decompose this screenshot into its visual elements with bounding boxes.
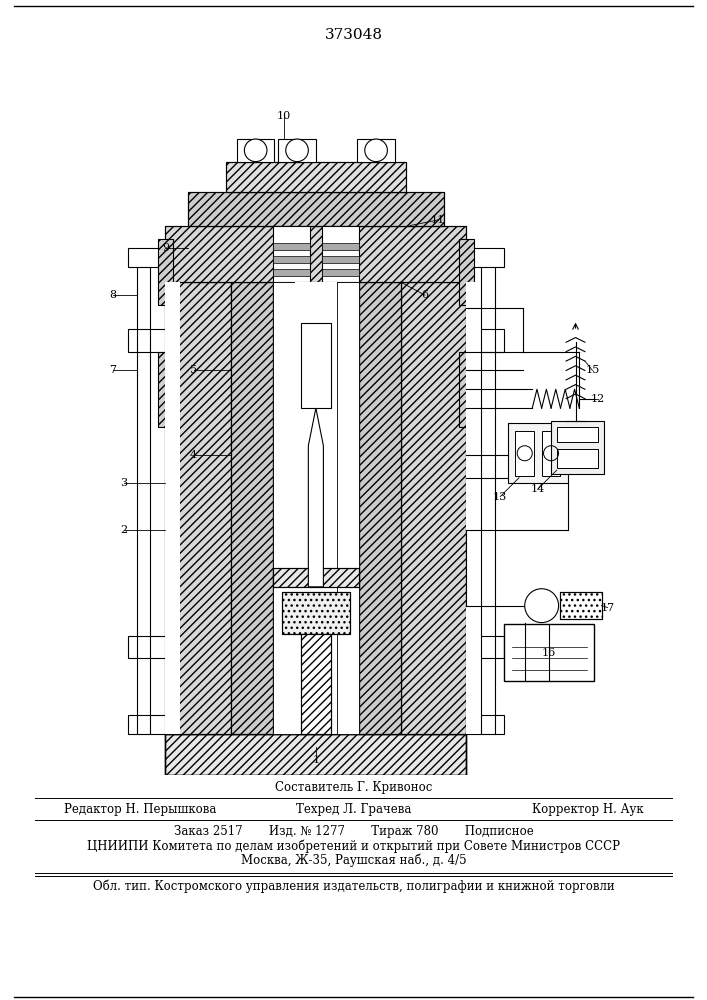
Bar bbox=[357, 139, 395, 162]
Circle shape bbox=[525, 589, 559, 623]
Bar bbox=[165, 226, 467, 282]
Text: 1: 1 bbox=[312, 755, 320, 765]
Bar bbox=[282, 592, 350, 634]
Text: 373048: 373048 bbox=[325, 28, 382, 42]
Text: 13: 13 bbox=[493, 492, 508, 502]
Bar bbox=[561, 592, 602, 619]
Circle shape bbox=[286, 139, 308, 162]
Text: 7: 7 bbox=[109, 365, 116, 375]
Bar bbox=[551, 421, 604, 474]
Circle shape bbox=[245, 139, 267, 162]
Bar bbox=[273, 568, 359, 587]
Bar bbox=[128, 329, 165, 352]
Bar bbox=[459, 352, 474, 427]
Bar bbox=[467, 282, 481, 734]
Circle shape bbox=[365, 139, 387, 162]
Bar bbox=[165, 282, 231, 734]
Bar bbox=[226, 162, 407, 192]
Text: Заказ 2517       Изд. № 1277       Тираж 780       Подписное: Заказ 2517 Изд. № 1277 Тираж 780 Подписн… bbox=[174, 826, 533, 838]
Text: 2: 2 bbox=[120, 525, 127, 535]
Bar bbox=[467, 636, 504, 658]
Bar bbox=[300, 634, 331, 734]
Bar bbox=[504, 624, 595, 681]
Text: 3: 3 bbox=[120, 478, 127, 488]
Bar bbox=[273, 226, 310, 282]
Bar bbox=[273, 282, 295, 734]
Bar bbox=[273, 568, 359, 587]
Text: 17: 17 bbox=[600, 603, 614, 613]
Text: Техред Л. Грачева: Техред Л. Грачева bbox=[296, 802, 411, 816]
Bar bbox=[279, 139, 316, 162]
Bar bbox=[467, 329, 504, 352]
Bar bbox=[128, 636, 165, 658]
Bar bbox=[556, 427, 598, 442]
Text: 4: 4 bbox=[190, 450, 197, 460]
Bar bbox=[556, 449, 598, 468]
Text: 6: 6 bbox=[421, 290, 428, 300]
Bar bbox=[508, 423, 568, 483]
Text: 9: 9 bbox=[162, 243, 169, 253]
Bar bbox=[128, 248, 165, 267]
Bar bbox=[237, 139, 274, 162]
Bar bbox=[273, 282, 359, 734]
Bar bbox=[359, 282, 401, 734]
Text: ЦНИИПИ Комитета по делам изобретений и открытий при Совете Министров СССР: ЦНИИПИ Комитета по делам изобретений и о… bbox=[87, 839, 620, 853]
Bar bbox=[273, 243, 310, 250]
Bar bbox=[282, 592, 350, 634]
Text: 11: 11 bbox=[431, 215, 445, 225]
Bar bbox=[361, 839, 391, 854]
Bar bbox=[188, 192, 444, 226]
Bar bbox=[295, 282, 337, 734]
Bar bbox=[401, 282, 467, 734]
Bar bbox=[279, 784, 354, 831]
Text: 15: 15 bbox=[585, 365, 600, 375]
Polygon shape bbox=[308, 408, 323, 587]
Bar bbox=[542, 431, 561, 476]
Bar bbox=[226, 162, 407, 192]
Text: Составитель Г. Кривонос: Составитель Г. Кривонос bbox=[275, 780, 432, 794]
Bar bbox=[303, 841, 329, 878]
Bar bbox=[165, 226, 467, 282]
Bar bbox=[322, 269, 359, 276]
Text: Редактор Н. Перышкова: Редактор Н. Перышкова bbox=[64, 802, 216, 816]
Bar bbox=[165, 282, 231, 734]
Bar bbox=[467, 715, 504, 734]
Text: Москва, Ж-35, Раушская наб., д. 4/5: Москва, Ж-35, Раушская наб., д. 4/5 bbox=[240, 853, 467, 867]
Bar bbox=[188, 192, 444, 226]
Bar bbox=[273, 256, 310, 263]
Text: 10: 10 bbox=[276, 111, 291, 121]
Bar bbox=[300, 323, 331, 408]
Bar bbox=[240, 839, 271, 854]
Bar bbox=[515, 431, 534, 476]
Bar bbox=[231, 282, 273, 734]
Bar bbox=[322, 256, 359, 263]
Bar bbox=[273, 269, 310, 276]
Bar bbox=[231, 282, 273, 734]
Text: Корректор Н. Аук: Корректор Н. Аук bbox=[532, 802, 643, 816]
Bar bbox=[359, 282, 401, 734]
Bar bbox=[300, 634, 331, 734]
Bar bbox=[401, 282, 467, 734]
Bar bbox=[128, 715, 165, 734]
Text: 5: 5 bbox=[190, 365, 197, 375]
Text: Обл. тип. Костромского управления издательств, полиграфии и книжной торговли: Обл. тип. Костромского управления издате… bbox=[93, 879, 614, 893]
Text: 8: 8 bbox=[109, 290, 116, 300]
Bar bbox=[165, 282, 180, 734]
Bar bbox=[459, 239, 474, 305]
Bar bbox=[158, 239, 173, 305]
Bar bbox=[259, 775, 373, 841]
Text: 12: 12 bbox=[591, 394, 605, 404]
Text: 16: 16 bbox=[542, 648, 556, 658]
Bar bbox=[561, 592, 602, 619]
Bar bbox=[165, 734, 467, 775]
Bar bbox=[322, 243, 359, 250]
Bar bbox=[158, 352, 173, 427]
Bar bbox=[467, 248, 504, 267]
Text: 14: 14 bbox=[531, 484, 545, 494]
Bar bbox=[322, 226, 359, 282]
Bar bbox=[279, 784, 354, 831]
Bar bbox=[337, 282, 359, 734]
Bar bbox=[165, 734, 467, 775]
